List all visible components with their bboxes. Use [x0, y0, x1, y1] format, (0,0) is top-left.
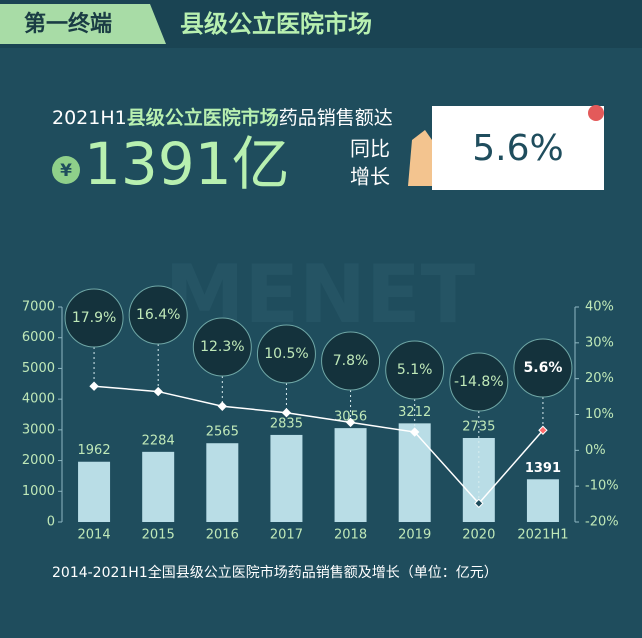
bar — [334, 428, 367, 522]
hand-icon — [408, 130, 436, 186]
y-tick-label: 7000 — [22, 300, 55, 315]
y-tick-label: 1000 — [22, 484, 55, 499]
bar-value-label: 1391 — [525, 461, 561, 476]
ribbon-icon — [588, 105, 604, 121]
y2-tick-label: 30% — [585, 335, 614, 350]
bar — [78, 461, 111, 522]
growth-label: 5.1% — [397, 362, 433, 378]
line-marker — [217, 401, 228, 411]
y-tick-label: 5000 — [22, 361, 55, 376]
yoy-label-1: 同比 — [350, 137, 390, 161]
bar — [206, 443, 239, 522]
line-marker — [474, 498, 484, 509]
growth-line — [93, 385, 544, 505]
header-tag-bg — [0, 4, 166, 44]
chart: 0 1000 2000 3000 4000 5000 6000 7000 -20% -10% 0% 1… — [22, 285, 619, 543]
y-tick-label: 0 — [47, 515, 55, 530]
bar-value-label: 2284 — [142, 433, 175, 448]
x-tick-label: 2016 — [206, 528, 239, 543]
header-tag: 第一终端 — [24, 11, 112, 37]
growth-bubble — [128, 285, 188, 345]
x-tick-label: 2019 — [398, 528, 431, 543]
growth-bubble — [256, 324, 316, 384]
x-tick-label: 2020 — [462, 528, 495, 543]
growth-bubble — [64, 288, 124, 348]
yoy-label-2: 增长 — [350, 165, 390, 189]
bar-value-label: 2835 — [270, 416, 303, 431]
y-tick-label: 2000 — [22, 453, 55, 468]
bar — [398, 423, 431, 522]
growth-bubble — [192, 317, 252, 377]
header-title: 县级公立医院市场 — [180, 10, 372, 38]
y2-tick-label: 10% — [585, 407, 614, 422]
bar — [462, 437, 495, 522]
line-marker — [345, 417, 356, 428]
line-marker — [89, 381, 99, 391]
headline-suffix: 药品销售额达 — [279, 107, 393, 129]
bar-value-label: 2565 — [206, 425, 239, 440]
bar-value-label: 1962 — [78, 443, 111, 458]
line-marker — [153, 386, 163, 397]
line-marker — [409, 427, 420, 437]
chart-caption: 2014-2021H1全国县级公立医院市场药品销售额及增长（单位：亿元） — [52, 564, 498, 581]
headline-amount: 1391亿 — [84, 130, 290, 198]
headline-text: 2021H1县级公立医院市场药品销售额达 — [52, 106, 393, 129]
growth-label: 12.3% — [200, 339, 244, 355]
y2-tick-label: -10% — [585, 479, 619, 494]
bar-value-label: 3212 — [398, 405, 431, 420]
yoy-value: 5.6% — [472, 128, 563, 169]
currency: ¥ — [60, 161, 72, 181]
growth-label: 10.5% — [264, 346, 308, 362]
line-marker — [281, 408, 292, 418]
x-tick-label: 2015 — [142, 528, 175, 543]
x-tick-label: 2014 — [78, 528, 111, 543]
y2-tick-label: 0% — [585, 443, 606, 458]
growth-label: -14.8% — [454, 374, 504, 390]
bar — [526, 479, 559, 522]
x-tick-label: 2018 — [334, 528, 367, 543]
growth-label: 5.6% — [524, 360, 563, 376]
bar — [270, 434, 303, 522]
x-tick-label: 2021H1 — [517, 528, 568, 543]
growth-bubble — [321, 331, 381, 391]
y-tick-label: 4000 — [22, 392, 55, 407]
headline-prefix: 2021H1 — [52, 107, 127, 129]
y2-tick-label: 40% — [585, 300, 614, 315]
y-tick-label: 3000 — [22, 422, 55, 437]
y2-tick-label: -20% — [585, 515, 619, 530]
currency-badge — [52, 156, 80, 184]
yoy-box — [432, 106, 604, 190]
y-tick-label: 6000 — [22, 330, 55, 345]
growth-label: 7.8% — [333, 353, 369, 369]
growth-bubble — [385, 340, 445, 400]
x-tick-label: 2017 — [270, 528, 303, 543]
growth-bubble — [449, 352, 509, 412]
bar — [142, 451, 175, 522]
line-marker — [538, 425, 548, 435]
growth-label: 16.4% — [136, 307, 180, 323]
growth-bubble — [513, 338, 573, 398]
y2-tick-label: 20% — [585, 371, 614, 386]
growth-label: 17.9% — [72, 310, 116, 326]
headline-highlight: 县级公立医院市场 — [127, 106, 279, 129]
